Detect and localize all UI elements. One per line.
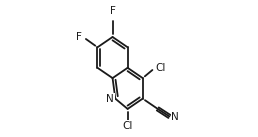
Text: F: F xyxy=(76,32,82,42)
Text: N: N xyxy=(106,94,114,104)
Text: N: N xyxy=(172,112,179,122)
Text: Cl: Cl xyxy=(155,63,166,73)
Text: F: F xyxy=(110,6,116,16)
Text: Cl: Cl xyxy=(123,121,133,131)
